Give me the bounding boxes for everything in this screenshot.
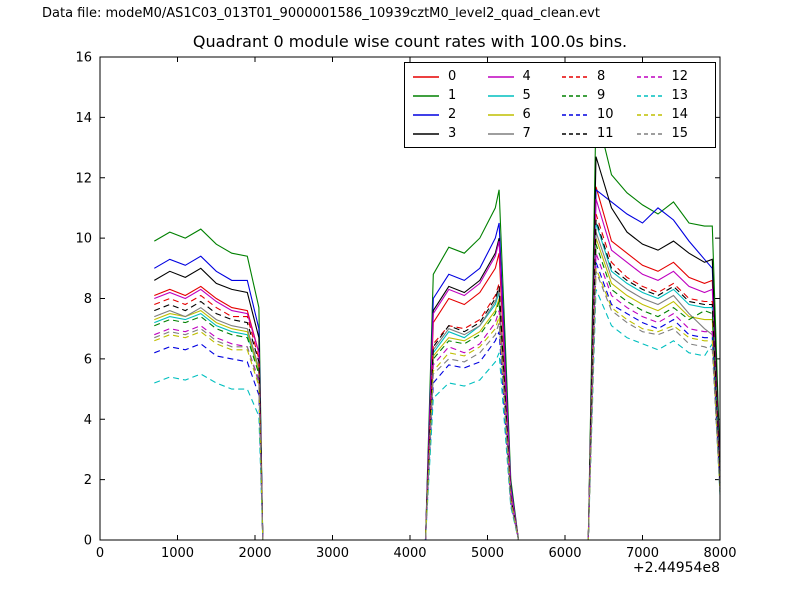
series-line-10 xyxy=(154,262,721,541)
y-tick-label: 14 xyxy=(75,111,92,126)
series-line-2 xyxy=(154,188,721,541)
series-line-12 xyxy=(154,253,721,541)
x-tick-label: 6000 xyxy=(548,546,581,561)
y-tick-label: 16 xyxy=(75,51,92,66)
legend-label: 12 xyxy=(671,69,689,84)
x-tick-label: 1000 xyxy=(161,546,194,561)
legend-label: 1 xyxy=(448,88,457,103)
data-file-label: Data file: modeM0/AS1C03_013T01_90000015… xyxy=(42,6,600,21)
legend-item-7: 7 xyxy=(486,124,561,143)
y-tick-label: 12 xyxy=(75,171,92,186)
x-tick-label: 5000 xyxy=(471,546,504,561)
legend-label: 0 xyxy=(448,69,457,84)
legend-line-swatch xyxy=(562,113,588,116)
legend-item-5: 5 xyxy=(486,86,561,105)
legend: 0 1 2 3 4 5 6 7 8 9 10 11 12 13 14 15 xyxy=(404,62,716,148)
series-line-0 xyxy=(154,186,721,541)
legend-line-swatch xyxy=(562,132,588,135)
legend-item-6: 6 xyxy=(486,105,561,124)
legend-line-swatch xyxy=(413,94,439,97)
legend-line-swatch xyxy=(413,113,439,116)
legend-item-11: 11 xyxy=(560,124,635,143)
legend-line-swatch xyxy=(487,113,514,116)
legend-label: 11 xyxy=(597,126,614,141)
series-line-15 xyxy=(154,271,721,541)
axes-frame xyxy=(99,56,721,541)
legend-label: 7 xyxy=(522,126,531,141)
legend-item-2: 2 xyxy=(411,105,486,124)
legend-label: 4 xyxy=(522,69,531,84)
series-line-11 xyxy=(154,219,721,541)
legend-label: 9 xyxy=(597,88,606,103)
legend-label: 5 xyxy=(522,88,531,103)
x-axis-offset-label: +2.44954e8 xyxy=(632,560,720,576)
series-line-13 xyxy=(154,289,721,541)
y-tick-label: 8 xyxy=(84,292,92,307)
legend-item-15: 15 xyxy=(635,124,710,143)
series-line-6 xyxy=(154,237,721,541)
legend-line-swatch xyxy=(487,75,514,78)
legend-item-0: 0 xyxy=(411,67,486,86)
legend-label: 14 xyxy=(671,107,689,122)
legend-item-8: 8 xyxy=(560,67,635,86)
legend-label: 10 xyxy=(597,107,614,122)
series-line-7 xyxy=(154,231,721,541)
x-tick-label: 3000 xyxy=(316,546,349,561)
legend-line-swatch xyxy=(636,75,663,78)
legend-line-swatch xyxy=(562,94,588,97)
series-line-9 xyxy=(154,244,721,541)
series-line-8 xyxy=(154,213,721,541)
chart-title: Quadrant 0 module wise count rates with … xyxy=(192,32,628,51)
legend-line-swatch xyxy=(636,113,663,116)
legend-item-13: 13 xyxy=(635,86,710,105)
legend-item-10: 10 xyxy=(560,105,635,124)
legend-line-swatch xyxy=(413,132,439,135)
legend-line-swatch xyxy=(487,94,514,97)
x-tick-label: 8000 xyxy=(703,546,736,561)
legend-label: 6 xyxy=(522,107,531,122)
y-tick-label: 10 xyxy=(75,232,92,247)
legend-item-14: 14 xyxy=(635,105,710,124)
legend-label: 8 xyxy=(597,69,606,84)
legend-label: 2 xyxy=(448,107,457,122)
series-line-14 xyxy=(154,268,721,541)
x-tick-label: 0 xyxy=(96,546,104,561)
legend-item-3: 3 xyxy=(411,124,486,143)
x-tick-label: 7000 xyxy=(626,546,659,561)
legend-line-swatch xyxy=(413,75,439,78)
legend-line-swatch xyxy=(636,132,663,135)
x-tick-label: 4000 xyxy=(393,546,426,561)
legend-label: 13 xyxy=(671,88,689,103)
y-tick-label: 2 xyxy=(84,473,92,488)
legend-label: 3 xyxy=(448,126,457,141)
legend-item-12: 12 xyxy=(635,67,710,86)
y-tick-label: 0 xyxy=(84,534,92,549)
y-tick-label: 4 xyxy=(84,413,92,428)
legend-line-swatch xyxy=(562,75,588,78)
series-line-3 xyxy=(154,156,721,541)
legend-line-swatch xyxy=(487,132,514,135)
x-tick-label: 2000 xyxy=(238,546,271,561)
legend-item-1: 1 xyxy=(411,86,486,105)
legend-line-swatch xyxy=(636,94,663,97)
y-tick-label: 6 xyxy=(84,352,92,367)
legend-item-4: 4 xyxy=(486,67,561,86)
series-line-4 xyxy=(154,198,721,541)
series-line-1 xyxy=(154,111,721,541)
legend-item-9: 9 xyxy=(560,86,635,105)
legend-label: 15 xyxy=(671,126,689,141)
series-line-5 xyxy=(154,222,721,541)
